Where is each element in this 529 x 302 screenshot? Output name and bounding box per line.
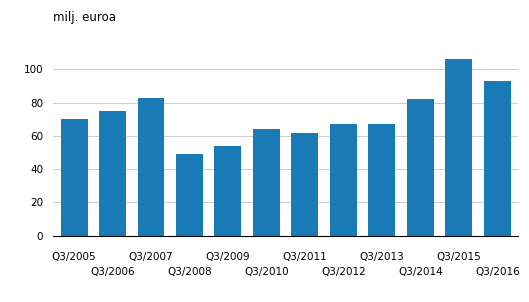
Bar — [253, 129, 280, 236]
Text: Q3/2012: Q3/2012 — [321, 268, 366, 278]
Text: Q3/2006: Q3/2006 — [90, 268, 135, 278]
Bar — [484, 81, 510, 236]
Bar — [99, 111, 126, 236]
Bar — [407, 99, 434, 236]
Text: Q3/2008: Q3/2008 — [167, 268, 212, 278]
Bar — [291, 133, 318, 236]
Bar — [214, 146, 241, 236]
Bar — [445, 59, 472, 236]
Text: Q3/2015: Q3/2015 — [436, 252, 481, 262]
Text: Q3/2011: Q3/2011 — [282, 252, 327, 262]
Text: Q3/2013: Q3/2013 — [360, 252, 404, 262]
Text: Q3/2007: Q3/2007 — [129, 252, 174, 262]
Text: Q3/2005: Q3/2005 — [52, 252, 96, 262]
Bar — [61, 119, 87, 236]
Bar — [176, 154, 203, 236]
Bar — [368, 124, 395, 236]
Bar — [138, 98, 165, 236]
Text: Q3/2016: Q3/2016 — [475, 268, 519, 278]
Text: Q3/2014: Q3/2014 — [398, 268, 443, 278]
Text: milj. euroa: milj. euroa — [53, 11, 116, 24]
Text: Q3/2010: Q3/2010 — [244, 268, 289, 278]
Text: Q3/2009: Q3/2009 — [206, 252, 250, 262]
Bar — [330, 124, 357, 236]
